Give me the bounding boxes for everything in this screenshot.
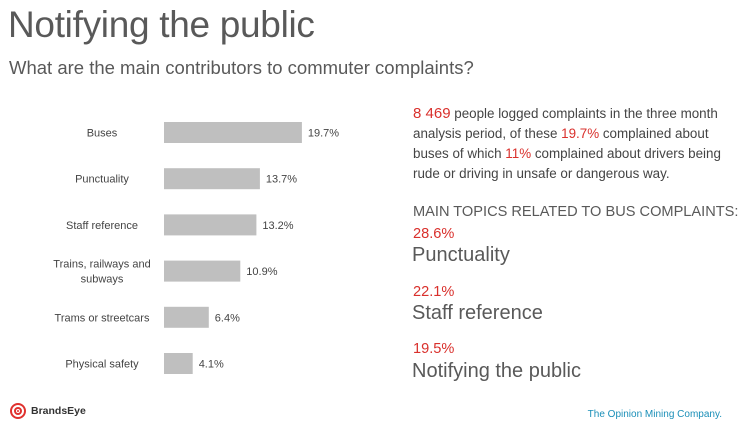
category-label-2: Punctuality xyxy=(75,174,129,186)
drivers-percentage: 11% xyxy=(505,146,532,161)
category-label-4: Trains, railways and subways xyxy=(53,259,150,286)
category-label-5: Trams or streetcars xyxy=(55,312,150,324)
complaints-bar-chart: 19.7% Buses 13.7% Punctuality 13.2% Staff ref… xyxy=(53,122,339,374)
topic-3-percentage: 19.5% xyxy=(413,341,455,357)
summary-text-1: people logged complaints in the three mo… xyxy=(413,106,718,141)
summary-text-2: complained about buses of which xyxy=(413,126,709,161)
bar-1 xyxy=(164,122,302,143)
topic-3-label: Notifying the public xyxy=(412,360,581,382)
page-title: Notifying the public xyxy=(8,4,315,45)
category-label-6: Physical safety xyxy=(65,359,139,371)
value-label-2: 13.7% xyxy=(266,174,297,186)
topic-2-percentage: 22.1% xyxy=(413,284,455,300)
bar-5 xyxy=(164,306,209,328)
topic-2-label: Staff reference xyxy=(412,302,543,324)
value-label-3: 13.2% xyxy=(262,220,293,232)
value-label-5: 6.4% xyxy=(215,312,240,324)
complaint-count: 8 469 xyxy=(413,105,451,122)
summary-paragraph: 8 469 people logged complaints in the th… xyxy=(413,104,745,184)
value-label-1: 19.7% xyxy=(308,128,339,140)
bar-4 xyxy=(164,260,241,282)
target-logo-icon xyxy=(10,403,26,419)
buses-percentage: 19.7% xyxy=(561,126,600,141)
brand-name: BrandsEye xyxy=(31,405,86,417)
topic-1-label: Punctuality xyxy=(412,244,510,266)
category-label-3: Staff reference xyxy=(66,220,138,232)
value-label-6: 4.1% xyxy=(199,359,224,371)
page-subtitle: What are the main contributors to commut… xyxy=(9,57,474,78)
category-label-1: Buses xyxy=(87,128,118,140)
bar-2 xyxy=(164,168,260,190)
bar-6 xyxy=(164,353,193,374)
company-tagline: The Opinion Mining Company. xyxy=(587,409,722,420)
brand-logo-group: BrandsEye xyxy=(10,403,86,419)
topics-heading: MAIN TOPICS RELATED TO BUS COMPLAINTS: xyxy=(413,204,739,220)
bar-3 xyxy=(164,214,257,236)
value-label-4: 10.9% xyxy=(246,266,277,278)
summary-text-3: complained about drivers being rude or d… xyxy=(413,146,721,181)
topic-1-percentage: 28.6% xyxy=(413,226,455,242)
